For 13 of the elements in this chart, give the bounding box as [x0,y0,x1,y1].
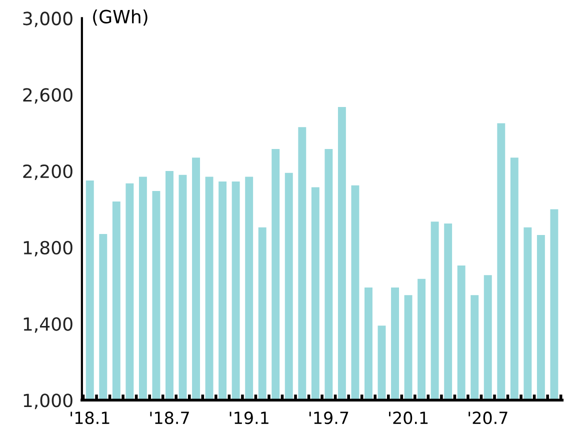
x-tick-label: '18.7 [150,412,189,424]
x-tick-label: '20.7 [468,412,508,424]
y-tick-label: 1,800 [24,240,72,256]
x-tick-label: '19.1 [230,412,268,424]
y-axis-title: (GWh) [93,9,148,26]
x-tick-label: '19.7 [309,412,348,424]
y-tick-label: 2,200 [23,164,72,180]
x-tick-label: '20.1 [389,412,428,424]
y-tick-label: 1,400 [24,317,72,333]
y-tick-label: 2,600 [23,88,72,104]
x-tick-label: '18.1 [70,412,110,424]
y-tick-label: 3,000 [23,12,72,28]
y-tick-label: 1,000 [24,394,72,410]
